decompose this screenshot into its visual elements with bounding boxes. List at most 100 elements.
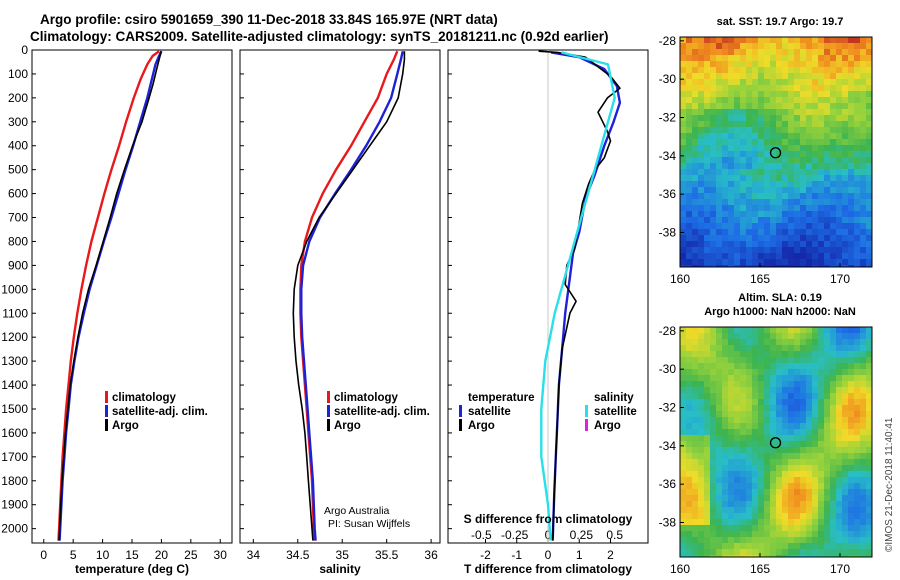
map-cell [830,441,836,447]
map-cell [746,187,752,193]
map-cell [836,217,842,223]
map-cell [800,543,806,549]
x-tick-label: 30 [214,548,228,562]
map-cell [818,169,824,175]
map-cell [680,501,686,507]
map-cell [734,525,740,531]
map-cell [722,55,728,61]
map-cell [806,223,812,229]
map-cell [746,393,752,399]
map-cell [752,97,758,103]
map-cell [728,193,734,199]
map-cell [698,181,704,187]
map-cell [800,97,806,103]
map-cell [692,97,698,103]
map-cell [824,423,830,429]
map-cell [698,139,704,145]
map-cell [680,381,686,387]
map-cell [728,157,734,163]
map-cell [746,453,752,459]
map-cell [740,241,746,247]
map-cell [734,453,740,459]
map-cell [782,411,788,417]
map-cell [734,73,740,79]
map-cell [806,381,812,387]
map-cell [704,525,710,531]
map-cell [758,115,764,121]
map-cell [734,447,740,453]
sla-map [680,327,872,557]
map-cell [716,495,722,501]
map-cell [740,97,746,103]
map-cell [836,393,842,399]
map-cell [830,339,836,345]
map-cell [788,259,794,265]
map-cell [734,399,740,405]
map-cell [842,441,848,447]
map-cell [752,175,758,181]
map-cell [860,259,866,265]
map-cell [818,375,824,381]
map-cell [722,253,728,259]
map-cell [806,259,812,265]
map-cell [782,61,788,67]
map-cell [752,91,758,97]
map-cell [686,103,692,109]
map-cell [716,157,722,163]
map-cell [770,513,776,519]
map-cell [728,489,734,495]
map-cell [686,489,692,495]
map-cell [692,327,698,333]
map-cell [698,241,704,247]
map-cell [770,85,776,91]
map-cell [818,555,824,557]
map-cell [728,109,734,115]
map-cell [824,169,830,175]
map-cell [770,223,776,229]
map-cell [716,247,722,253]
map-cell [728,211,734,217]
map-cell [752,193,758,199]
map-cell [776,495,782,501]
map-cell [818,393,824,399]
sst-map-axes: 160 165 170-28-30-32-34-36-38 [659,34,851,286]
map-cell [848,127,854,133]
map-cell [818,109,824,115]
map-cell [710,405,716,411]
map-cell [800,211,806,217]
map-cell [836,157,842,163]
depth-tick-label: 700 [8,211,28,225]
map-cell [794,429,800,435]
map-cell [806,459,812,465]
map-cell [722,91,728,97]
map-cell [764,121,770,127]
map-cell [710,163,716,169]
map-cell [764,205,770,211]
map-cell [686,43,692,49]
map-cell [740,507,746,513]
map-cell [776,477,782,483]
map-cell [770,121,776,127]
map-cell [788,127,794,133]
map-cell [782,507,788,513]
map-cell [770,187,776,193]
map-cell [758,175,764,181]
map-cell [812,193,818,199]
map-cell [776,519,782,525]
map-cell [836,519,842,525]
map-cell [818,199,824,205]
map-cell [782,253,788,259]
map-cell [770,405,776,411]
map-cell [782,187,788,193]
map-cell [746,55,752,61]
map-cell [824,543,830,549]
map-cell [728,205,734,211]
depth-tick-label: 1700 [1,450,28,464]
map-cell [794,555,800,557]
map-cell [842,229,848,235]
map-cell [758,375,764,381]
map-cell [722,495,728,501]
x-tick-label: 5 [70,548,77,562]
map-cell [692,441,698,447]
map-cell [692,73,698,79]
